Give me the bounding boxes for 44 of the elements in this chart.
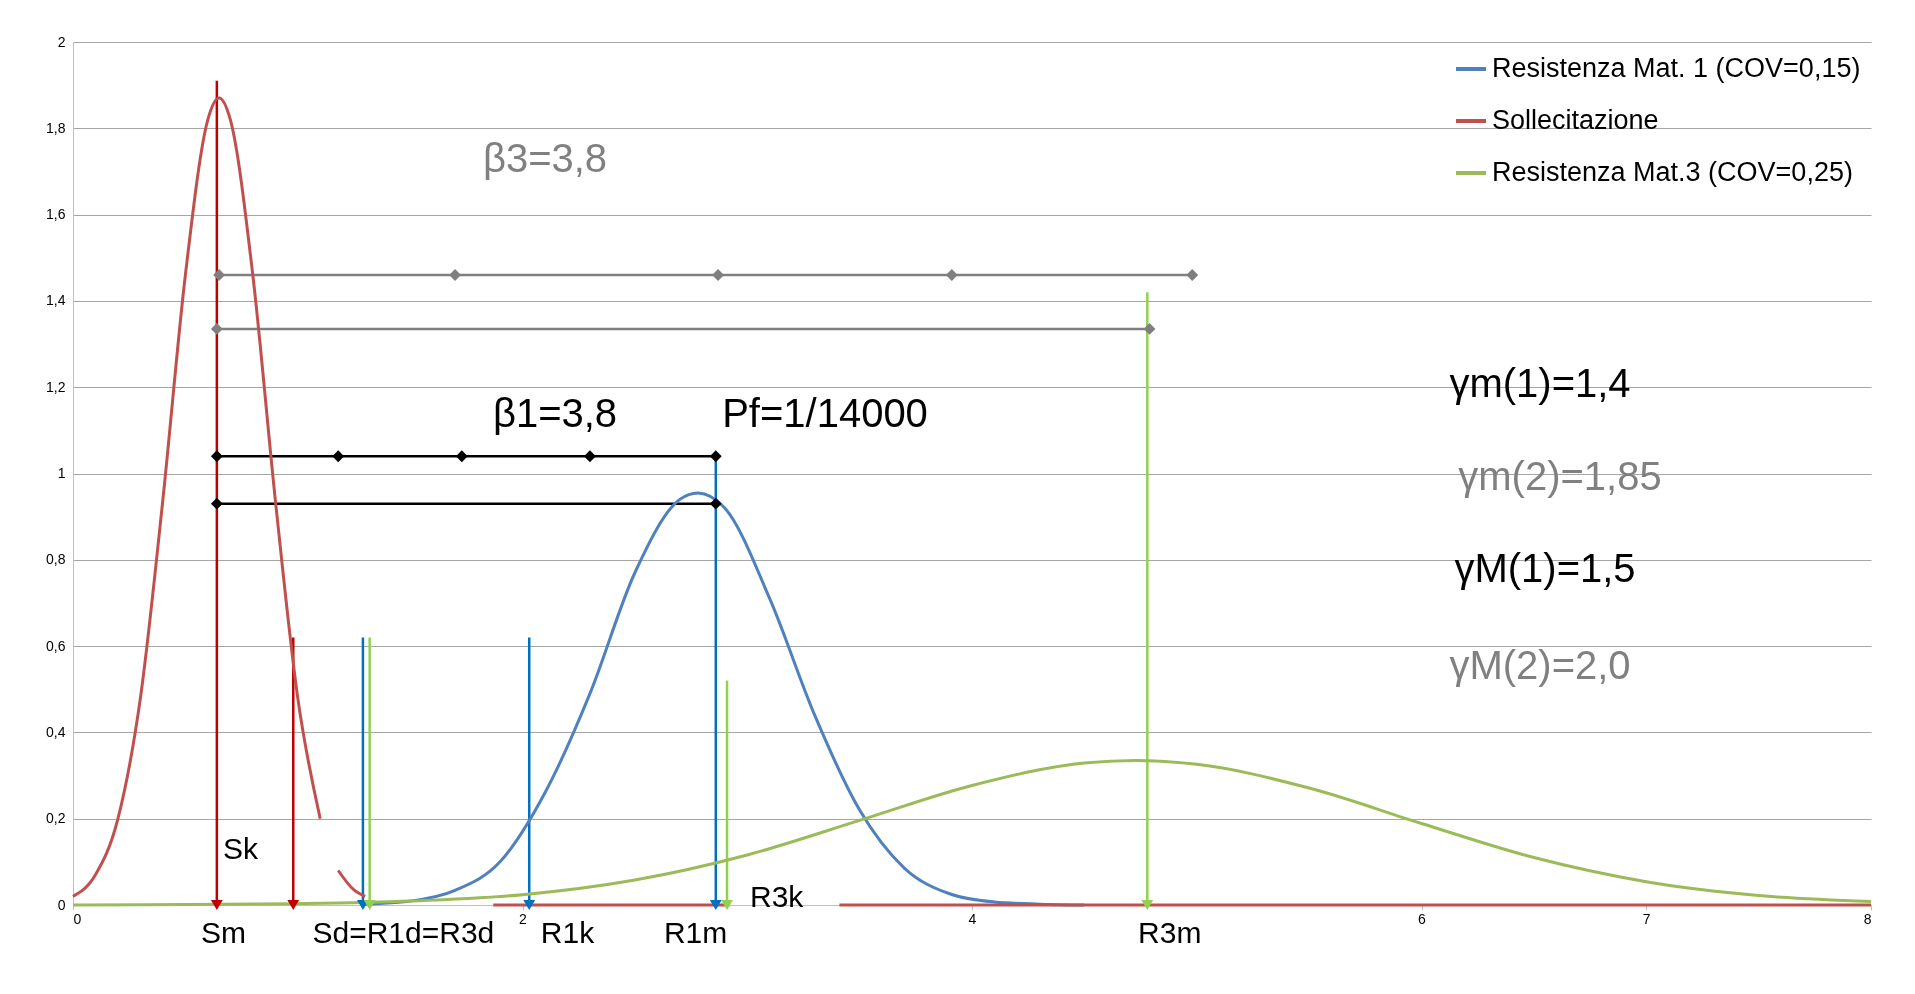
point [1186, 269, 1199, 281]
y-tick-label: 0 [57, 896, 66, 913]
legend-label: Sollecitazione [1492, 105, 1659, 135]
legend-label: Resistenza Mat. 1 (COV=0,15) [1492, 53, 1861, 83]
x-tick-label: 6 [1418, 910, 1427, 927]
annotation: Sm [201, 916, 247, 949]
annotation: R1k [540, 916, 596, 949]
point [709, 497, 722, 510]
y-tick-label: 1 [57, 465, 66, 481]
annotation: β3=3,8 [482, 136, 608, 180]
point [332, 450, 345, 463]
y-tick-label: 0,2 [46, 810, 66, 827]
annotation: Sd=R1d=R3d [312, 916, 495, 949]
y-tick-label: 0,6 [46, 637, 66, 654]
point [455, 450, 468, 463]
annotation: R3k [750, 880, 805, 913]
annotation: γM(1)=1,5 [1454, 546, 1636, 590]
annotation: Sk [222, 832, 259, 865]
annotation: R1m [663, 916, 728, 949]
annotation: R3m [1138, 916, 1202, 949]
annotation: β1=3,8 [492, 391, 618, 435]
point [213, 269, 225, 281]
x-tick-label: 2 [519, 910, 528, 927]
y-tick-label: 0,8 [46, 551, 66, 568]
point [210, 450, 223, 463]
point [1143, 323, 1156, 335]
point [709, 450, 722, 463]
y-tick-label: 1,8 [46, 119, 66, 136]
annotation: γM(2)=2,0 [1449, 643, 1631, 687]
point [584, 450, 596, 463]
y-tick-label: 0,4 [46, 723, 66, 740]
annotation: Pf=1/14000 [722, 391, 928, 435]
y-tick-label: 1,6 [46, 206, 66, 223]
point [210, 323, 223, 335]
y-tick-label: 1,2 [46, 378, 66, 395]
point [210, 497, 223, 510]
legend-label: Resistenza Mat.3 (COV=0,25) [1492, 157, 1853, 187]
x-tick-label: 0 [73, 910, 82, 927]
y-tick-label: 1,4 [46, 292, 66, 309]
y-tick-label: 2 [57, 33, 66, 50]
annotation: γm(1)=1,4 [1449, 361, 1631, 405]
x-tick-label: 8 [1863, 910, 1872, 927]
x-tick-label: 7 [1642, 910, 1651, 927]
x-tick-label: 4 [968, 910, 977, 927]
